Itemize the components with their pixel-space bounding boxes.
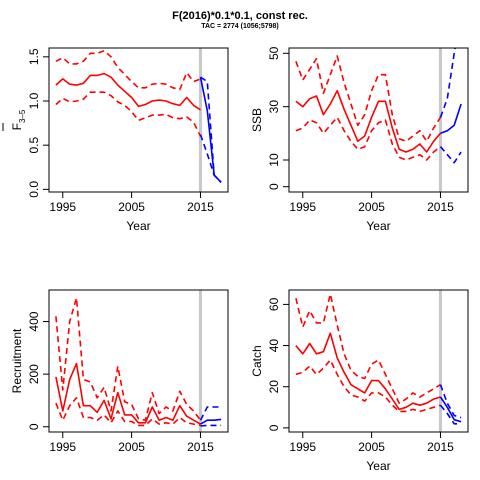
- ssb-projection-median-line-3: [440, 103, 462, 135]
- recruitment-historic-bound-line-2: [55, 397, 201, 427]
- fbar-projection-bound-line-5: [199, 134, 222, 183]
- ssb-historic-median-line-0: [295, 89, 442, 153]
- ssb-y-tick-label: 30: [267, 100, 281, 114]
- catch-historic-median-line-0: [295, 332, 441, 411]
- ssb-y-axis-label: SSB: [250, 108, 264, 132]
- fbar-y-tick-label: 0.5: [27, 137, 41, 154]
- catch-historic-bound-line-1: [295, 293, 441, 404]
- fbar-y-axis-label: F3–5: [10, 109, 27, 130]
- catch-y-tick-label: 0: [267, 424, 281, 431]
- catch-x-tick-label: 1995: [289, 440, 316, 454]
- catch-plot-frame: [288, 289, 469, 433]
- recruitment-historic-median-line-0: [55, 362, 201, 425]
- catch-historic-bound-line-2: [295, 359, 441, 413]
- ssb-y-tick-label: 10: [267, 153, 281, 167]
- recruitment-y-tick-label: 0: [27, 423, 41, 430]
- recruitment-historic-bound-line-1: [55, 297, 202, 421]
- ssb-historic-bound-line-1: [295, 55, 442, 143]
- catch-y-axis-label: Catch: [250, 345, 264, 376]
- recruitment-x-tick-label: 2015: [187, 440, 214, 454]
- fbar-historic-median-line-0: [55, 72, 201, 111]
- catch-projection-median-line-3: [439, 396, 462, 423]
- catch-y-tick-label: 20: [267, 380, 281, 394]
- catch-y-tick-label: 40: [267, 339, 281, 353]
- recruitment-x-tick-label: 2005: [118, 440, 145, 454]
- figure-title: F(2016)*0.1*0.1, const rec.: [172, 10, 308, 22]
- fbar-y-tick-label: 0.0: [27, 181, 41, 198]
- fbar-projection-median-line-3: [199, 77, 222, 183]
- ssb-x-tick-label: 2005: [358, 200, 385, 214]
- catch-y-tick-label: 60: [267, 297, 281, 311]
- ssb-historic-bound-line-2: [295, 116, 441, 161]
- ssb-projection-bound-line-5: [439, 146, 462, 164]
- fbar-x-tick-label: 1995: [49, 200, 76, 214]
- recruitment-y-tick-label: 400: [27, 311, 41, 331]
- recruitment-projection-bound-line-4: [199, 406, 222, 421]
- fbar-y-tick-label: 1.5: [27, 48, 41, 65]
- fbar-x-tick-label: 2015: [187, 200, 214, 214]
- catch-panel: 1995 2005 2015 Year 0 20 40 60 Catch: [250, 289, 469, 473]
- recruitment-plot-frame: [48, 289, 229, 433]
- catch-x-tick-label: 2005: [358, 440, 385, 454]
- catch-x-tick-label: 2015: [427, 440, 454, 454]
- catch-projection-bound-line-5: [439, 404, 462, 425]
- fbar-projection-bound-line-4: [200, 76, 222, 183]
- fbar-historic-bound-line-2: [55, 91, 202, 137]
- fbar-y-tick-label: 1.0: [27, 92, 41, 109]
- figure-subtitle: TAC = 2774 (1056;5798): [201, 23, 279, 30]
- catch-x-axis-label: Year: [366, 459, 390, 473]
- ssb-x-axis-label: Year: [366, 219, 390, 233]
- fbar-x-tick-label: 2005: [118, 200, 145, 214]
- ssb-projection-bound-line-4: [439, 48, 456, 118]
- ssb-x-tick-label: 1995: [289, 200, 316, 214]
- ssb-y-tick-label: 0: [267, 183, 281, 190]
- ssb-x-tick-label: 2015: [427, 200, 454, 214]
- recruitment-y-axis-label: Recruitment: [10, 328, 24, 393]
- ssb-panel: 1995 2005 2015 Year 0 10 30 50 SSB: [250, 46, 469, 233]
- recruitment-y-tick-label: 200: [27, 364, 41, 384]
- recruitment-projection-median-line-3: [200, 418, 222, 425]
- fbar-x-axis-label: Year: [126, 219, 150, 233]
- fbar-plot-frame: [48, 47, 229, 193]
- ssb-y-tick-label: 50: [267, 46, 281, 60]
- recruitment-x-tick-label: 1995: [49, 440, 76, 454]
- ssb-plot-frame: [288, 47, 469, 193]
- fbar-panel: 1995 2005 2015 Year 0.0 0.5 1.0 1.5 F3–5: [2, 47, 229, 233]
- recruitment-projection-bound-line-5: [200, 424, 222, 427]
- fbar-historic-bound-line-1: [55, 49, 201, 91]
